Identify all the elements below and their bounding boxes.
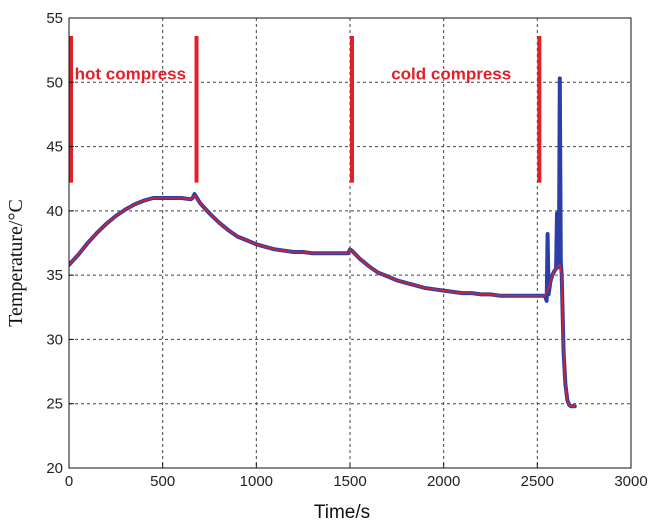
y-tick-label: 25 <box>46 396 63 413</box>
y-tick-label: 55 <box>46 10 63 27</box>
x-tick-label: 0 <box>65 473 73 490</box>
y-axis-label: Temperature/°C <box>5 199 27 327</box>
x-axis-label: Time/s <box>314 502 370 523</box>
series-group <box>69 76 577 409</box>
x-tick-label: 2000 <box>427 473 460 490</box>
y-tick-label: 20 <box>46 460 63 477</box>
phase-annotation: cold compress <box>391 65 511 84</box>
y-tick-label: 45 <box>46 139 63 156</box>
series-line-2 <box>69 194 576 408</box>
phase-markers <box>69 36 542 183</box>
x-tick-label: 3000 <box>614 473 647 490</box>
x-axis-ticks: 0 500 1000 1500 2000 2500 3000 <box>65 463 648 490</box>
x-tick-label: 2500 <box>521 473 554 490</box>
y-axis-ticks: 20 25 30 35 40 45 50 55 <box>46 10 74 477</box>
y-tick-label: 30 <box>46 331 63 348</box>
x-tick-label: 1500 <box>333 473 366 490</box>
x-tick-label: 500 <box>150 473 175 490</box>
y-tick-label: 40 <box>46 203 63 220</box>
phase-annotation: hot compress <box>75 65 186 84</box>
y-tick-label: 50 <box>46 74 63 91</box>
annotations: hot compress cold compress <box>75 65 512 84</box>
x-tick-label: 1000 <box>240 473 273 490</box>
y-tick-label: 35 <box>46 267 63 284</box>
